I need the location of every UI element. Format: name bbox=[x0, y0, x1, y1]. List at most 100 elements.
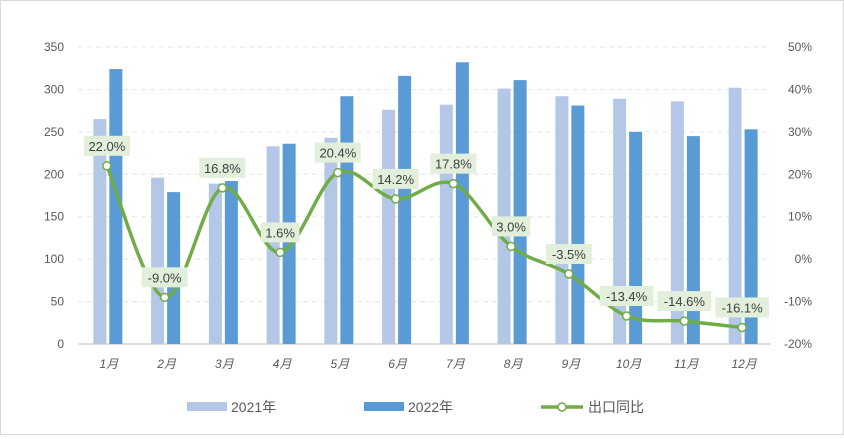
bar-2022 bbox=[571, 105, 585, 345]
x-axis-tick-label: 4月 bbox=[273, 357, 293, 371]
data-label: 1.6% bbox=[265, 225, 295, 240]
line-series-group bbox=[102, 161, 747, 333]
data-label: -3.5% bbox=[552, 247, 586, 262]
bar-2021 bbox=[555, 96, 569, 345]
right-axis-tick-label: -10% bbox=[784, 295, 812, 309]
right-axis-tick-label: 20% bbox=[788, 167, 812, 181]
left-axis-tick-label: 300 bbox=[44, 82, 64, 96]
bar-2022 bbox=[686, 136, 700, 344]
data-labels-group: 22.0% -9.0% 16.8% 1.6% 20.4% 14.2% 17.8% 3.0% -3… bbox=[83, 135, 769, 318]
x-axis-tick-label: 9月 bbox=[562, 357, 582, 371]
bar-2021 bbox=[497, 88, 511, 344]
data-label: 20.4% bbox=[319, 146, 356, 161]
bar-2021 bbox=[613, 98, 627, 345]
x-axis-tick-label: 12月 bbox=[731, 357, 757, 371]
data-label-bg bbox=[545, 243, 592, 264]
yoy-point bbox=[217, 183, 228, 193]
yoy-point bbox=[390, 194, 401, 204]
yoy-point bbox=[679, 316, 690, 326]
x-axis-tick-label: 3月 bbox=[215, 357, 235, 371]
data-label-bg bbox=[599, 285, 654, 306]
right-axis-tick-label: 50% bbox=[788, 40, 812, 54]
data-label: -16.1% bbox=[722, 300, 764, 315]
data-label-bg bbox=[83, 135, 130, 156]
bar-2021 bbox=[439, 104, 453, 345]
left-axis-tick-label: 250 bbox=[44, 125, 64, 139]
bar-2021 bbox=[670, 101, 684, 345]
bar-2022 bbox=[282, 143, 296, 344]
data-label: 22.0% bbox=[88, 139, 125, 154]
right-axis-ticks: -20% -10% 0% 10% 20% 30% 40% 50% bbox=[784, 40, 812, 351]
left-axis-tick-label: 50 bbox=[51, 295, 65, 309]
right-axis-tick-label: 0% bbox=[795, 252, 813, 266]
bars-group bbox=[93, 62, 758, 345]
bar-2022 bbox=[340, 96, 354, 345]
legend-swatch-2022 bbox=[364, 402, 404, 411]
data-label: 14.2% bbox=[377, 172, 414, 187]
data-label-bg bbox=[260, 222, 300, 243]
x-axis-tick-label: 1月 bbox=[100, 357, 120, 371]
x-axis-tick-label: 7月 bbox=[446, 357, 466, 371]
bar-2022 bbox=[629, 131, 643, 344]
legend-swatch-2021 bbox=[187, 402, 227, 411]
right-axis-tick-label: 40% bbox=[788, 82, 812, 96]
x-axis-tick-label: 8月 bbox=[504, 357, 524, 371]
legend-label-2021: 2021年 bbox=[231, 399, 276, 415]
data-label-bg bbox=[314, 142, 361, 163]
right-axis-tick-label: 10% bbox=[788, 210, 812, 224]
data-label: 16.8% bbox=[204, 161, 241, 176]
yoy-point bbox=[102, 161, 112, 171]
bar-2021 bbox=[728, 87, 742, 344]
gridlines bbox=[78, 46, 771, 345]
data-label-bg bbox=[141, 267, 188, 288]
right-axis-tick-label: -20% bbox=[784, 337, 812, 351]
bar-2022 bbox=[744, 129, 758, 344]
data-label: -13.4% bbox=[606, 289, 648, 304]
yoy-point bbox=[506, 241, 516, 252]
data-label: -9.0% bbox=[148, 270, 182, 285]
legend: 2021年 2022年 出口同比 bbox=[187, 399, 644, 415]
x-axis-tick-label: 5月 bbox=[331, 357, 351, 371]
bar-2021 bbox=[93, 119, 107, 344]
x-axis-tick-label: 10月 bbox=[616, 357, 642, 371]
left-axis-tick-label: 0 bbox=[57, 337, 64, 351]
data-label-bg bbox=[430, 153, 477, 174]
yoy-point bbox=[333, 167, 343, 178]
yoy-point bbox=[159, 292, 170, 303]
bar-2021 bbox=[151, 177, 165, 344]
data-label-bg bbox=[657, 291, 712, 312]
legend-marker-yoy bbox=[557, 402, 567, 412]
data-label-bg bbox=[199, 157, 246, 178]
legend-label-yoy: 出口同比 bbox=[588, 399, 644, 415]
bar-2021 bbox=[382, 109, 396, 345]
bar-2021 bbox=[208, 183, 222, 344]
left-axis-tick-label: 350 bbox=[44, 40, 64, 54]
bar-2022 bbox=[224, 181, 238, 344]
x-axis-tick-label: 6月 bbox=[388, 357, 408, 371]
bar-2021 bbox=[324, 137, 338, 344]
data-label-bg bbox=[372, 168, 419, 189]
bar-2021 bbox=[266, 146, 280, 344]
bar-2022 bbox=[513, 80, 527, 344]
left-axis-tick-label: 100 bbox=[44, 252, 64, 266]
yoy-point bbox=[564, 269, 574, 279]
legend-label-2022: 2022年 bbox=[408, 399, 453, 415]
data-label-bg bbox=[491, 216, 531, 237]
yoy-point bbox=[737, 322, 747, 333]
left-axis-tick-label: 200 bbox=[44, 167, 64, 181]
data-label: -14.6% bbox=[664, 294, 706, 309]
bar-2022 bbox=[455, 62, 469, 344]
x-axis: 1月 2月 3月 4月 5月 6月 7月 8月 9月 10月 11月 12月 bbox=[100, 357, 758, 371]
yoy-point bbox=[621, 311, 632, 321]
yoy-point bbox=[275, 247, 285, 258]
yoy-point bbox=[448, 178, 459, 189]
bar-2022 bbox=[398, 75, 412, 344]
x-axis-tick-label: 2月 bbox=[156, 357, 177, 371]
left-axis-tick-label: 150 bbox=[44, 210, 64, 224]
data-label: 17.8% bbox=[435, 157, 472, 172]
left-axis-ticks: 0 50 100 150 200 250 300 350 bbox=[44, 40, 64, 351]
x-axis-tick-label: 11月 bbox=[674, 357, 699, 371]
right-axis-tick-label: 30% bbox=[788, 125, 812, 139]
